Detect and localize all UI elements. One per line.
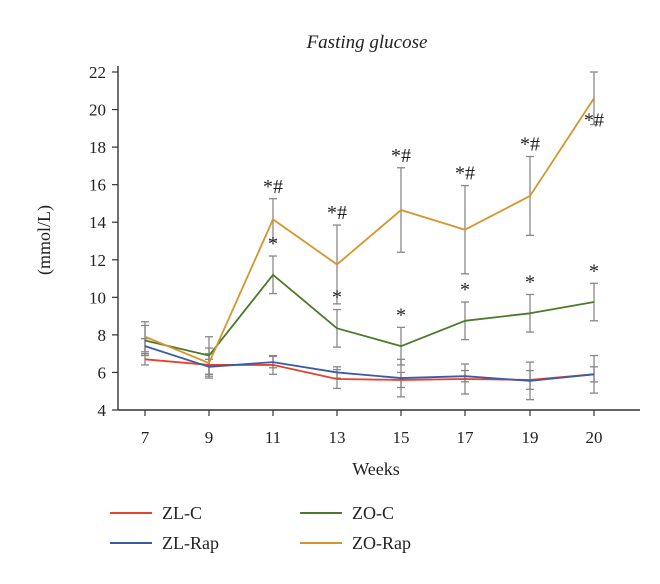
axes: 4 6 8 10 12 14 16 18 20 22 7 9 11 13 15 17 19 20 <box>89 63 640 447</box>
significance-label: * <box>589 260 599 282</box>
y-tick-label: 12 <box>89 251 106 270</box>
significance-label: * <box>460 279 470 301</box>
legend-label: ZO-Rap <box>352 533 411 553</box>
y-tick-label: 14 <box>89 213 107 232</box>
x-tick-label: 9 <box>205 428 214 447</box>
x-tick-label: 15 <box>393 428 410 447</box>
x-axis-label: Weeks <box>352 459 400 479</box>
series-line-zo-c <box>144 273 595 357</box>
x-tick-label: 11 <box>265 428 281 447</box>
series-line-zl-rap <box>144 345 595 382</box>
significance-label: * <box>332 287 342 309</box>
x-tick-label: 17 <box>457 428 475 447</box>
significance-label: * <box>525 272 535 294</box>
significance-label: *# <box>520 134 540 156</box>
x-tick-label: 7 <box>141 428 150 447</box>
y-tick-label: 10 <box>89 288 106 307</box>
significance-label: *# <box>391 145 411 167</box>
y-axis-label: (mmol/L) <box>34 205 55 275</box>
y-tick-label: 8 <box>98 326 107 345</box>
legend: ZL-C ZL-Rap ZO-C ZO-Rap <box>110 503 411 553</box>
legend-label: ZO-C <box>352 503 394 523</box>
plot-area: * * * * * * *# *# *# *# *# *# <box>141 71 604 401</box>
y-tick-label: 18 <box>89 138 106 157</box>
y-tick-label: 16 <box>89 176 106 195</box>
significance-label: *# <box>455 163 475 185</box>
significance-label: * <box>396 304 406 326</box>
legend-label: ZL-Rap <box>162 533 219 553</box>
x-tick-label: 19 <box>522 428 539 447</box>
significance-label: *# <box>584 109 604 131</box>
y-tick-label: 22 <box>89 63 106 82</box>
y-tick-label: 20 <box>89 101 106 120</box>
legend-label: ZL-C <box>162 503 202 523</box>
y-tick-label: 4 <box>98 401 107 420</box>
significance-label: *# <box>327 202 347 224</box>
significance-label: *# <box>263 176 283 198</box>
chart-title: Fasting glucose <box>306 32 428 53</box>
x-tick-label: 20 <box>586 428 603 447</box>
x-tick-label: 13 <box>329 428 346 447</box>
series-line-zo-rap <box>144 97 595 364</box>
significance-label: * <box>268 233 278 255</box>
y-tick-label: 6 <box>98 363 107 382</box>
